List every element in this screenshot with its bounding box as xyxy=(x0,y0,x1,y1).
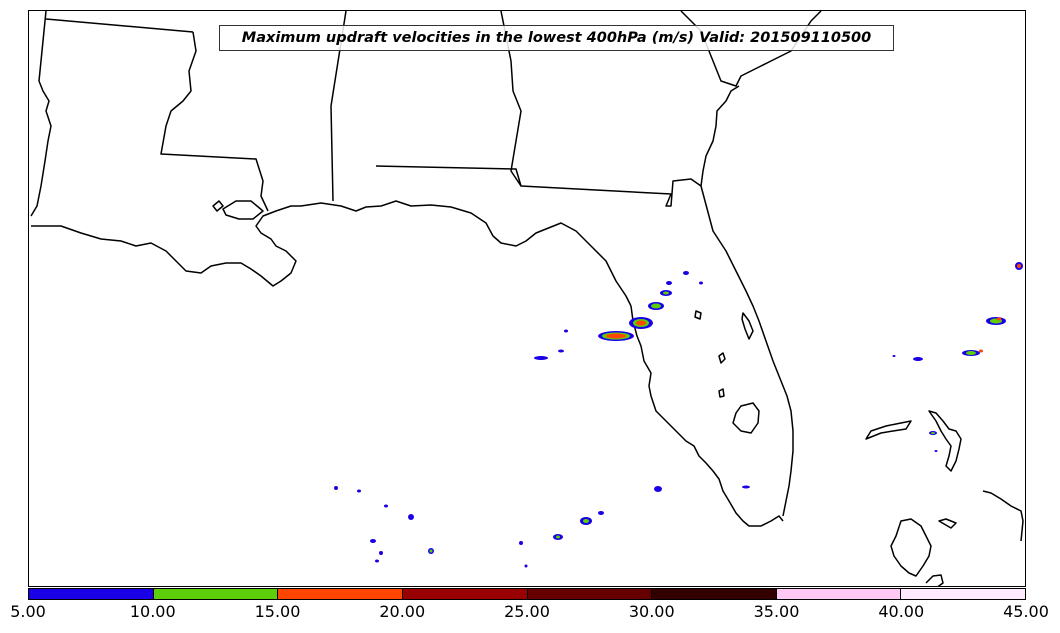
map-title: Maximum updraft velocities in the lowest… xyxy=(219,25,894,51)
colorbar-tick-label: 5.00 xyxy=(10,602,46,621)
updraft-cell xyxy=(583,519,589,523)
inland-lake-4 xyxy=(694,310,702,320)
atlantic-coast-ga xyxy=(700,85,740,187)
updraft-cell xyxy=(683,271,689,275)
updraft-cell xyxy=(534,356,548,360)
gulf-coast-la xyxy=(31,200,632,307)
bahamas-south xyxy=(890,518,932,577)
lake-small-1 xyxy=(212,200,224,212)
updraft-cell xyxy=(357,489,361,493)
updraft-cell xyxy=(519,541,523,545)
island-bottom xyxy=(925,574,944,586)
coastlines-and-borders xyxy=(30,11,1024,586)
updraft-cell xyxy=(666,281,672,285)
updraft-cell xyxy=(979,349,983,353)
bahamas-andros xyxy=(928,410,962,472)
bahamas-small xyxy=(938,518,957,529)
updraft-cell xyxy=(370,539,376,543)
cuba-coast xyxy=(865,420,912,440)
colorbar-tick-label: 20.00 xyxy=(379,602,426,621)
updraft-cell xyxy=(636,320,646,326)
colorbar-tick-label: 25.00 xyxy=(504,602,550,621)
basemap xyxy=(30,11,1024,586)
updraft-cell xyxy=(429,549,433,553)
updraft-cell xyxy=(699,281,703,285)
map-panel: Maximum updraft velocities in the lowest… xyxy=(28,10,1026,587)
colorbar-segment xyxy=(402,589,528,599)
colorbar xyxy=(28,588,1026,600)
colorbar-labels: 5.00 10.00 15.00 20.00 25.00 30.00 35.00 40.00 4… xyxy=(0,600,1060,626)
updraft-cell xyxy=(379,551,383,555)
updraft-cell xyxy=(598,511,604,515)
updraft-cell xyxy=(564,329,568,333)
colorbar-tick-label: 45.00 xyxy=(1003,602,1049,621)
updraft-cells xyxy=(334,262,1023,568)
updraft-cell xyxy=(892,355,896,357)
updraft-cell xyxy=(663,291,669,295)
updraft-cell xyxy=(606,333,626,339)
updraft-cell xyxy=(384,504,388,508)
updraft-cell xyxy=(654,486,662,492)
updraft-cell xyxy=(558,349,564,353)
colorbar-segment xyxy=(776,589,902,599)
colorbar-tick-label: 30.00 xyxy=(628,602,675,621)
colorbar-tick-label: 10.00 xyxy=(129,602,176,621)
updraft-cell xyxy=(408,514,414,520)
updraft-cell xyxy=(966,351,976,355)
updraft-cell xyxy=(334,486,338,490)
state-border-fl-al xyxy=(375,165,702,207)
state-border-ms-river xyxy=(160,31,269,212)
updraft-cell xyxy=(742,485,750,489)
state-border-ga-sc xyxy=(500,11,522,187)
florida-east-coast xyxy=(700,185,794,517)
colorbar-segment xyxy=(153,589,279,599)
bahamas-north xyxy=(982,490,1024,542)
colorbar-tick-label: 15.00 xyxy=(254,602,301,621)
updraft-cell xyxy=(913,357,923,361)
colorbar-segment xyxy=(652,589,777,599)
updraft-cell xyxy=(996,317,1002,321)
inland-lake-1 xyxy=(718,352,726,364)
updraft-cell xyxy=(934,450,938,452)
updraft-cell xyxy=(1017,264,1021,268)
colorbar-segment xyxy=(901,589,1025,599)
state-border-la-ms xyxy=(30,11,52,217)
updraft-cell xyxy=(931,432,935,434)
updraft-cell xyxy=(375,559,379,563)
colorbar-tick-label: 35.00 xyxy=(753,602,800,621)
colorbar-segment xyxy=(527,589,653,599)
inland-lake-2 xyxy=(741,312,754,340)
updraft-cell xyxy=(651,303,661,309)
colorbar-tick-label: 40.00 xyxy=(878,602,925,621)
lake-pontchartrain xyxy=(222,200,264,220)
florida-west-coast xyxy=(630,305,784,527)
state-border-north xyxy=(45,18,194,33)
inland-lake-3 xyxy=(718,388,725,398)
updraft-cell xyxy=(556,535,560,539)
colorbar-segment xyxy=(278,589,403,599)
colorbar-segment xyxy=(29,589,154,599)
lake-okeechobee xyxy=(732,402,760,434)
updraft-cell xyxy=(524,564,528,568)
